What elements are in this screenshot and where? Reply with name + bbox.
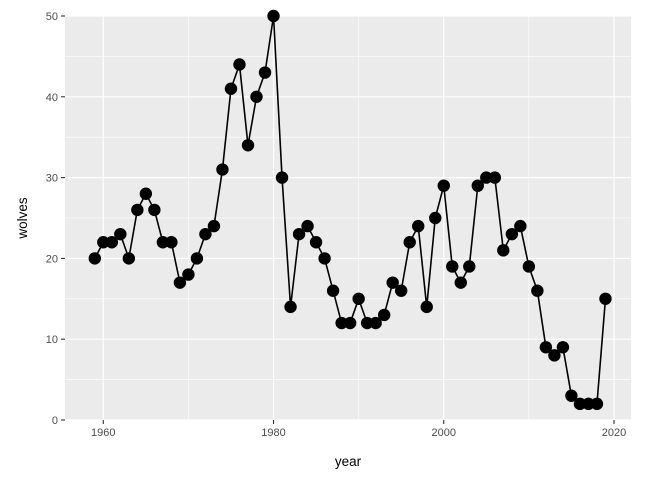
y-tick-label: 50 (46, 11, 58, 23)
grid-minor (65, 16, 631, 420)
data-point (165, 236, 178, 249)
data-point (173, 276, 187, 289)
data-point (97, 236, 110, 249)
data-point (326, 284, 340, 297)
data-point (403, 236, 416, 249)
data-point (522, 260, 536, 273)
data-point (267, 9, 280, 23)
data-point (573, 397, 587, 411)
y-tick-label: 20 (46, 253, 58, 265)
data-point (565, 389, 578, 402)
data-point (233, 58, 246, 71)
data-point (369, 316, 382, 330)
data-point (480, 171, 493, 184)
x-tick-label: 2000 (432, 427, 456, 439)
data-point (88, 252, 101, 265)
data-point (437, 179, 450, 192)
y-axis: 0 10 20 30 40 50 (46, 11, 65, 427)
data-point (531, 284, 544, 297)
series-points (88, 9, 612, 411)
data-point (301, 219, 314, 233)
data-point (114, 227, 127, 241)
data-point (190, 252, 204, 265)
data-point (352, 292, 365, 305)
data-point (309, 236, 323, 249)
data-point (292, 227, 306, 241)
data-point (420, 300, 433, 314)
data-point (599, 292, 612, 305)
data-point (258, 66, 272, 79)
y-tick-label: 40 (46, 92, 58, 104)
data-point (224, 82, 238, 95)
data-point (386, 276, 399, 289)
data-point (446, 260, 459, 273)
data-point (122, 252, 136, 265)
data-point (156, 236, 170, 249)
data-point (454, 276, 467, 289)
data-point (548, 349, 561, 362)
data-point (539, 341, 553, 354)
data-point (556, 341, 570, 354)
data-point (582, 397, 595, 411)
data-point (335, 316, 348, 330)
y-axis-title: wolves (15, 197, 30, 240)
grid-major (65, 15, 631, 421)
data-point (505, 227, 519, 241)
x-axis-title: year (335, 454, 362, 469)
x-tick-label: 1960 (91, 427, 115, 439)
data-point (471, 179, 484, 192)
y-tick-label: 30 (46, 173, 58, 185)
data-point (139, 187, 153, 200)
data-point (514, 219, 527, 233)
data-point (377, 308, 391, 322)
x-tick-label: 2020 (602, 427, 626, 439)
data-point (284, 300, 297, 314)
data-point (241, 139, 255, 152)
data-point (105, 236, 119, 249)
data-point (275, 171, 289, 184)
data-point (250, 90, 263, 104)
data-point (182, 268, 195, 281)
data-point (497, 244, 510, 257)
data-point (394, 284, 408, 297)
data-point (318, 252, 331, 265)
x-tick-label: 1980 (261, 427, 285, 439)
y-tick-label: 0 (52, 415, 58, 427)
data-point (429, 211, 442, 225)
data-point (131, 203, 144, 217)
data-point (207, 219, 221, 233)
data-point (148, 203, 161, 217)
data-point (343, 316, 357, 330)
x-axis: 1960 1980 2000 2020 (91, 420, 626, 439)
data-point (412, 219, 425, 233)
data-point (199, 227, 212, 241)
data-point (360, 316, 374, 330)
data-point (488, 171, 502, 184)
data-point (216, 163, 229, 176)
data-point (590, 397, 604, 411)
data-point (463, 260, 476, 273)
y-tick-label: 10 (46, 334, 58, 346)
